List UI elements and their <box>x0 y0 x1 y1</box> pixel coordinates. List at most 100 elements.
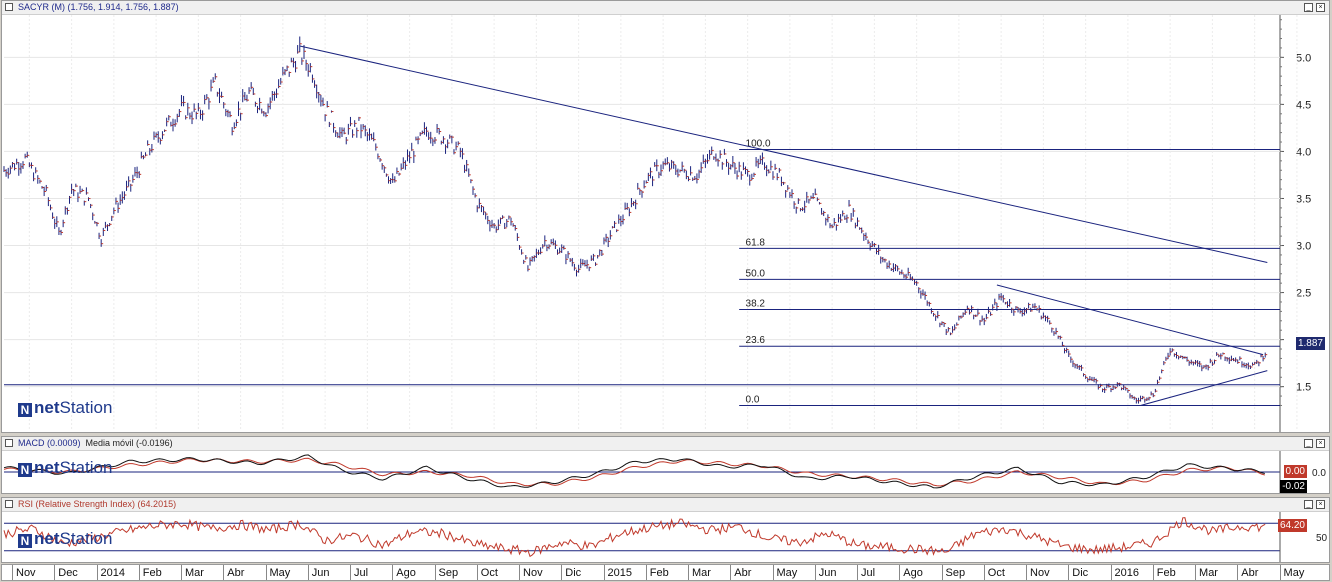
month-label: Abr <box>1241 567 1259 579</box>
month-label: Feb <box>1156 567 1176 579</box>
month-label: Sep <box>945 567 966 579</box>
month-label: Jun <box>311 567 330 579</box>
month-tick <box>12 565 13 580</box>
price-tick-label: 4.0 <box>1296 146 1311 158</box>
month-tick <box>265 565 267 580</box>
price-tick-label: 5.0 <box>1296 52 1311 64</box>
price-tick-label: 3.0 <box>1296 241 1311 253</box>
month-tick <box>941 565 943 580</box>
month-tick <box>1026 565 1028 580</box>
month-tick <box>730 565 732 580</box>
price-tick-label: 2.5 <box>1296 288 1311 300</box>
rsi-close-icon[interactable]: × <box>1316 500 1325 509</box>
macd-axis-label: 0.0 <box>1312 468 1326 479</box>
month-label: Oct <box>480 567 498 579</box>
month-label: Feb <box>649 567 669 579</box>
month-tick <box>1237 565 1239 580</box>
macd-panel-menu-icon[interactable] <box>5 439 13 447</box>
rsi-value-tag: 64.20 <box>1277 519 1307 532</box>
rsi-panel: RSI (Relative Strength Index) (64.2015) … <box>1 497 1330 563</box>
month-tick <box>1279 565 1281 580</box>
fib-level-label: 61.8 <box>746 237 766 248</box>
macd-value-tag: 0.00 <box>1283 465 1307 478</box>
macd-minimize-icon[interactable]: _ <box>1304 439 1313 448</box>
time-axis: Nov Dec 2014 Feb Mar Abr May Jun Jul Ago Sep Oct Nov… <box>1 564 1330 581</box>
macd-panel-subtitle: Media móvil (-0.0196) <box>85 438 173 448</box>
month-label: May <box>776 567 798 579</box>
month-label: Jun <box>818 567 837 579</box>
price-panel-title: SACYR (M) (1.756, 1.914, 1.756, 1.887) <box>18 2 179 12</box>
month-label: Nov <box>1030 567 1050 579</box>
trendline <box>1140 370 1268 406</box>
month-tick <box>1110 565 1112 580</box>
month-label: Nov <box>523 567 543 579</box>
month-label: Sep <box>438 567 459 579</box>
month-label: Abr <box>227 567 245 579</box>
month-tick <box>138 565 140 580</box>
macd-panel: MACD (0.0009) Media móvil (-0.0196) _ × … <box>1 436 1330 494</box>
month-label: Dic <box>565 567 582 579</box>
rsi-panel-title: RSI (Relative Strength Index) (64.2015) <box>18 499 177 509</box>
month-tick <box>688 565 690 580</box>
rsi-minimize-icon[interactable]: _ <box>1304 500 1313 509</box>
netstation-logo-icon: N <box>18 403 32 417</box>
month-tick <box>519 565 521 580</box>
month-label: Dic <box>1072 567 1089 579</box>
month-tick <box>476 565 478 580</box>
rsi-chart[interactable]: 50 <box>2 498 1329 562</box>
minimize-icon[interactable]: _ <box>1304 3 1313 12</box>
month-tick <box>1152 565 1154 580</box>
trendline <box>996 284 1264 356</box>
close-icon[interactable]: × <box>1316 3 1325 12</box>
month-label: Jul <box>354 567 369 579</box>
price-tick-label: 4.5 <box>1296 99 1311 111</box>
rsi-panel-menu-icon[interactable] <box>5 500 13 508</box>
month-label: 2016 <box>1114 567 1140 579</box>
month-tick <box>814 565 816 580</box>
fib-level-label: 23.6 <box>746 335 766 346</box>
month-label: 2015 <box>607 567 632 579</box>
month-label: 2014 <box>100 567 125 579</box>
month-tick <box>96 565 98 580</box>
trendline <box>299 45 1268 263</box>
fib-level-label: 100.0 <box>746 139 771 150</box>
macd-signal-tag: -0.02 <box>1280 480 1307 493</box>
month-tick <box>223 565 225 580</box>
panel-menu-icon[interactable] <box>5 3 13 11</box>
month-tick <box>1195 565 1197 580</box>
price-tick-label: 1.5 <box>1296 382 1311 394</box>
price-panel: SACYR (M) (1.756, 1.914, 1.756, 1.887) _… <box>1 0 1330 433</box>
month-label: Feb <box>142 567 162 579</box>
month-label: Oct <box>987 567 1005 579</box>
macd-line <box>3 454 1265 489</box>
month-label: May <box>1283 567 1305 579</box>
month-label: Mar <box>1199 567 1218 579</box>
macd-chart[interactable]: 0.0 <box>2 437 1329 493</box>
fib-level-label: 38.2 <box>746 299 766 310</box>
rsi-axis-label: 50 <box>1316 533 1328 544</box>
price-chart[interactable]: 5.04.54.03.53.02.52.01.5100.061.850.038.… <box>2 1 1329 432</box>
month-tick <box>983 565 985 580</box>
month-tick <box>434 565 436 580</box>
rsi-panel-titlebar: RSI (Relative Strength Index) (64.2015) … <box>2 498 1329 512</box>
month-tick <box>181 565 182 580</box>
macd-panel-titlebar: MACD (0.0009) Media móvil (-0.0196) _ × <box>2 437 1329 451</box>
month-label: Mar <box>692 567 711 579</box>
month-label: Abr <box>734 567 752 579</box>
month-label: Mar <box>185 567 204 579</box>
macd-panel-title: MACD (0.0009) <box>18 438 81 448</box>
netstation-logo-icon: N <box>18 534 32 548</box>
last-price-tag: 1.887 <box>1294 336 1326 351</box>
month-label: May <box>269 567 291 579</box>
month-label: Ago <box>396 567 416 579</box>
month-tick <box>857 565 859 580</box>
month-tick <box>772 565 774 580</box>
macd-close-icon[interactable]: × <box>1316 439 1325 448</box>
month-label: Jul <box>861 567 876 579</box>
fib-level-label: 50.0 <box>746 268 766 279</box>
rsi-line <box>3 517 1266 558</box>
price-panel-titlebar: SACYR (M) (1.756, 1.914, 1.756, 1.887) _… <box>2 1 1329 15</box>
